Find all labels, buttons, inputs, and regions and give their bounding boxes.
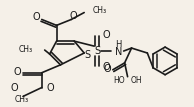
- Text: CH₃: CH₃: [19, 45, 33, 54]
- Text: O: O: [47, 83, 54, 93]
- Text: O: O: [103, 62, 111, 72]
- Text: O: O: [10, 83, 18, 93]
- Text: O: O: [33, 13, 41, 22]
- Text: H: H: [115, 40, 122, 49]
- Text: O: O: [13, 67, 21, 77]
- Text: S: S: [94, 46, 100, 56]
- Text: N: N: [115, 47, 122, 57]
- Text: S: S: [84, 50, 90, 60]
- Text: O: O: [103, 64, 111, 74]
- Text: CH₃: CH₃: [93, 6, 107, 15]
- Text: O: O: [69, 11, 77, 22]
- Text: HO: HO: [113, 76, 125, 85]
- Text: CH₃: CH₃: [15, 95, 29, 104]
- Text: OH: OH: [131, 76, 142, 85]
- Text: O: O: [103, 30, 111, 40]
